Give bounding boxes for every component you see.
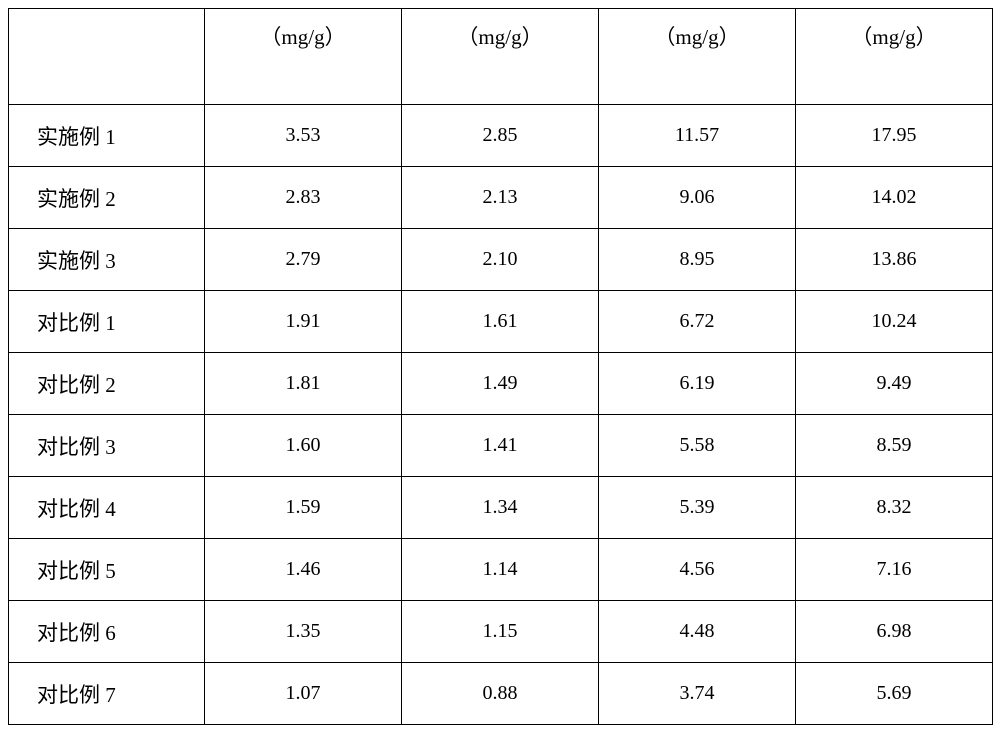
row-label: 对比例 3 xyxy=(9,415,205,477)
data-cell: 4.48 xyxy=(599,601,796,663)
data-cell: 8.59 xyxy=(796,415,993,477)
data-cell: 1.14 xyxy=(402,539,599,601)
header-cell-2: （mg/g） xyxy=(402,9,599,105)
data-cell: 1.59 xyxy=(205,477,402,539)
row-label: 对比例 4 xyxy=(9,477,205,539)
table-row: 对比例 1 1.91 1.61 6.72 10.24 xyxy=(9,291,993,353)
row-label: 对比例 5 xyxy=(9,539,205,601)
data-cell: 5.69 xyxy=(796,663,993,725)
row-label: 实施例 1 xyxy=(9,105,205,167)
row-label: 对比例 7 xyxy=(9,663,205,725)
row-label: 对比例 2 xyxy=(9,353,205,415)
data-cell: 13.86 xyxy=(796,229,993,291)
data-cell: 2.79 xyxy=(205,229,402,291)
data-cell: 0.88 xyxy=(402,663,599,725)
data-cell: 1.07 xyxy=(205,663,402,725)
data-cell: 1.35 xyxy=(205,601,402,663)
row-label: 实施例 3 xyxy=(9,229,205,291)
data-cell: 2.83 xyxy=(205,167,402,229)
data-cell: 11.57 xyxy=(599,105,796,167)
row-label: 对比例 1 xyxy=(9,291,205,353)
data-cell: 5.58 xyxy=(599,415,796,477)
data-cell: 1.61 xyxy=(402,291,599,353)
data-cell: 10.24 xyxy=(796,291,993,353)
data-cell: 5.39 xyxy=(599,477,796,539)
data-cell: 1.34 xyxy=(402,477,599,539)
table-row: 对比例 3 1.60 1.41 5.58 8.59 xyxy=(9,415,993,477)
table-row: 实施例 1 3.53 2.85 11.57 17.95 xyxy=(9,105,993,167)
data-cell: 3.53 xyxy=(205,105,402,167)
data-cell: 4.56 xyxy=(599,539,796,601)
data-cell: 2.85 xyxy=(402,105,599,167)
table-row: 对比例 6 1.35 1.15 4.48 6.98 xyxy=(9,601,993,663)
table-row: 对比例 2 1.81 1.49 6.19 9.49 xyxy=(9,353,993,415)
table-row: 对比例 5 1.46 1.14 4.56 7.16 xyxy=(9,539,993,601)
data-cell: 1.15 xyxy=(402,601,599,663)
data-cell: 2.10 xyxy=(402,229,599,291)
table-row: 对比例 4 1.59 1.34 5.39 8.32 xyxy=(9,477,993,539)
table-header-row: （mg/g） （mg/g） （mg/g） （mg/g） xyxy=(9,9,993,105)
data-cell: 6.19 xyxy=(599,353,796,415)
header-cell-4: （mg/g） xyxy=(796,9,993,105)
data-cell: 1.49 xyxy=(402,353,599,415)
table-row: 对比例 7 1.07 0.88 3.74 5.69 xyxy=(9,663,993,725)
data-cell: 1.60 xyxy=(205,415,402,477)
data-cell: 8.95 xyxy=(599,229,796,291)
data-cell: 6.98 xyxy=(796,601,993,663)
header-cell-3: （mg/g） xyxy=(599,9,796,105)
row-label: 实施例 2 xyxy=(9,167,205,229)
data-cell: 17.95 xyxy=(796,105,993,167)
data-cell: 1.46 xyxy=(205,539,402,601)
header-cell-empty xyxy=(9,9,205,105)
header-cell-1: （mg/g） xyxy=(205,9,402,105)
row-label: 对比例 6 xyxy=(9,601,205,663)
data-table: （mg/g） （mg/g） （mg/g） （mg/g） 实施例 1 3.53 2… xyxy=(8,8,993,725)
table-row: 实施例 3 2.79 2.10 8.95 13.86 xyxy=(9,229,993,291)
data-cell: 2.13 xyxy=(402,167,599,229)
data-cell: 1.41 xyxy=(402,415,599,477)
data-cell: 6.72 xyxy=(599,291,796,353)
data-cell: 1.91 xyxy=(205,291,402,353)
data-cell: 9.06 xyxy=(599,167,796,229)
data-cell: 14.02 xyxy=(796,167,993,229)
data-cell: 8.32 xyxy=(796,477,993,539)
table-row: 实施例 2 2.83 2.13 9.06 14.02 xyxy=(9,167,993,229)
data-cell: 7.16 xyxy=(796,539,993,601)
data-cell: 1.81 xyxy=(205,353,402,415)
data-cell: 3.74 xyxy=(599,663,796,725)
data-cell: 9.49 xyxy=(796,353,993,415)
